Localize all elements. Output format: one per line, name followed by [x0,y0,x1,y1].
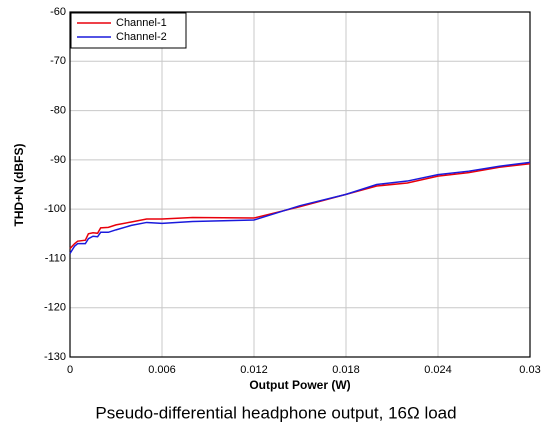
data-line [69,161,531,254]
legend-label: Channel-1 [116,17,167,29]
x-tick-label: 0.03 [519,364,540,376]
y-tick-label: -60 [50,6,66,18]
x-tick-label: 0.018 [332,364,360,376]
y-tick-label: -100 [44,203,66,215]
y-tick-label: -90 [50,154,66,166]
x-tick-label: 0 [67,364,73,376]
plot-frame [69,11,531,358]
x-axis-label: Output Power (W) [249,378,350,392]
y-tick-label: -110 [45,252,66,264]
data-line [69,163,531,250]
x-tick-label: 0.024 [424,364,452,376]
y-tick-label: -120 [44,302,66,314]
y-tick-label: -130 [44,351,66,363]
y-axis-label: THD+N (dBFS) [12,144,26,227]
legend-box [70,12,187,49]
legend-label: Channel-2 [116,31,167,43]
caption: Pseudo-differential headphone output, 16… [95,403,456,422]
x-tick-label: 0.012 [240,364,268,376]
x-tick-label: 0.006 [148,364,176,376]
y-tick-label: -70 [50,55,66,67]
y-tick-label: -80 [50,104,66,116]
